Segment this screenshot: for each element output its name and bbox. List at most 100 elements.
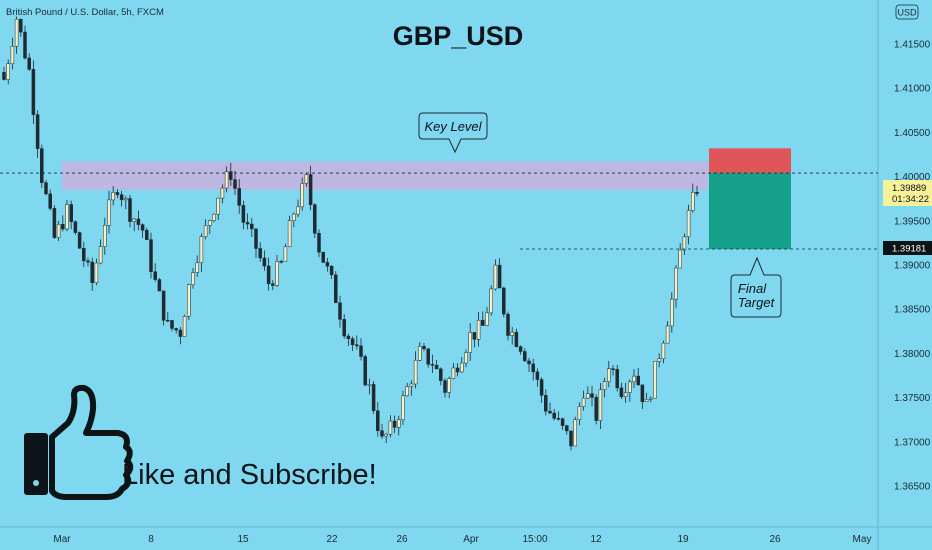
candle — [56, 220, 61, 241]
candle — [413, 351, 418, 389]
candle — [342, 314, 346, 339]
candle — [674, 265, 678, 308]
candle — [346, 333, 351, 346]
candle — [359, 338, 363, 361]
y-tick-label: 1.40000 — [894, 172, 931, 183]
candle — [145, 227, 149, 240]
y-tick-label: 1.41000 — [894, 84, 931, 95]
x-tick-label: 22 — [326, 534, 338, 545]
cta-text: Like and Subscribe! — [122, 459, 377, 491]
candle — [132, 218, 136, 232]
currency-badge[interactable] — [895, 4, 919, 20]
candle — [140, 223, 145, 238]
candle — [661, 340, 666, 364]
candle — [19, 18, 23, 37]
chart-title: GBP_USD — [393, 21, 524, 51]
candle — [695, 185, 699, 197]
candle — [392, 415, 397, 433]
candle — [691, 183, 695, 213]
candle — [182, 314, 187, 337]
candle — [161, 290, 166, 326]
x-tick-label: 26 — [769, 534, 781, 545]
candle — [636, 367, 640, 386]
candle — [397, 415, 401, 436]
candle — [317, 229, 321, 258]
candle — [237, 179, 241, 215]
candle — [590, 385, 594, 407]
x-tick-label: 15 — [237, 534, 249, 545]
candle — [649, 396, 653, 403]
candle — [149, 232, 153, 279]
thumbs-up-icon — [24, 384, 134, 500]
candle — [52, 205, 57, 240]
candle — [174, 327, 178, 334]
candle — [271, 280, 275, 291]
candle — [296, 199, 300, 218]
x-tick-label: Apr — [463, 534, 479, 545]
candle — [128, 195, 132, 228]
candle — [531, 358, 535, 381]
candle — [682, 233, 687, 255]
candle — [350, 336, 355, 351]
candle — [535, 368, 540, 387]
candle — [493, 259, 498, 291]
candle — [157, 277, 162, 292]
candle — [607, 360, 611, 388]
candle — [510, 327, 514, 345]
candle — [254, 228, 258, 258]
candle — [329, 265, 334, 279]
candle — [212, 213, 216, 223]
y-tick-label: 1.37000 — [894, 437, 931, 448]
key-level-zone — [62, 161, 708, 190]
candle — [27, 53, 31, 72]
candle — [523, 348, 527, 362]
candle — [451, 363, 456, 380]
candle — [283, 243, 288, 262]
candle — [527, 357, 531, 372]
x-tick-label: 19 — [677, 534, 689, 545]
candle — [308, 165, 313, 211]
candle — [628, 379, 632, 402]
candle — [292, 212, 296, 228]
candle — [405, 382, 409, 397]
candle — [119, 190, 124, 207]
candle — [489, 285, 493, 316]
candle — [401, 390, 405, 425]
candle — [670, 292, 674, 333]
candle — [640, 384, 645, 410]
candle — [380, 423, 384, 439]
candle — [384, 432, 388, 444]
x-tick-label: Mar — [53, 534, 71, 545]
candle — [233, 170, 237, 196]
candle — [115, 189, 120, 199]
candle — [35, 110, 40, 158]
y-tick-label: 1.40500 — [894, 128, 931, 139]
candle — [44, 179, 48, 196]
candle — [229, 162, 233, 187]
candle — [472, 332, 477, 348]
candle — [619, 382, 624, 400]
candle — [69, 200, 73, 230]
candle — [569, 430, 573, 451]
candle — [686, 204, 691, 245]
key-level-callout — [418, 112, 488, 154]
candle — [371, 380, 376, 414]
x-tick-label: 15:00 — [522, 534, 547, 545]
candle — [166, 312, 170, 322]
candle — [598, 382, 603, 429]
candle — [497, 258, 502, 289]
candle — [443, 378, 447, 398]
candle — [216, 197, 220, 221]
candle — [506, 311, 510, 341]
candle — [313, 203, 317, 239]
candle — [199, 233, 204, 272]
x-tick-label: 8 — [148, 534, 154, 545]
candle — [262, 250, 267, 271]
x-tick-label: 26 — [396, 534, 408, 545]
candle — [325, 257, 330, 272]
candle — [485, 306, 489, 327]
candle — [77, 231, 82, 249]
candle — [287, 215, 292, 248]
candle — [577, 402, 582, 426]
